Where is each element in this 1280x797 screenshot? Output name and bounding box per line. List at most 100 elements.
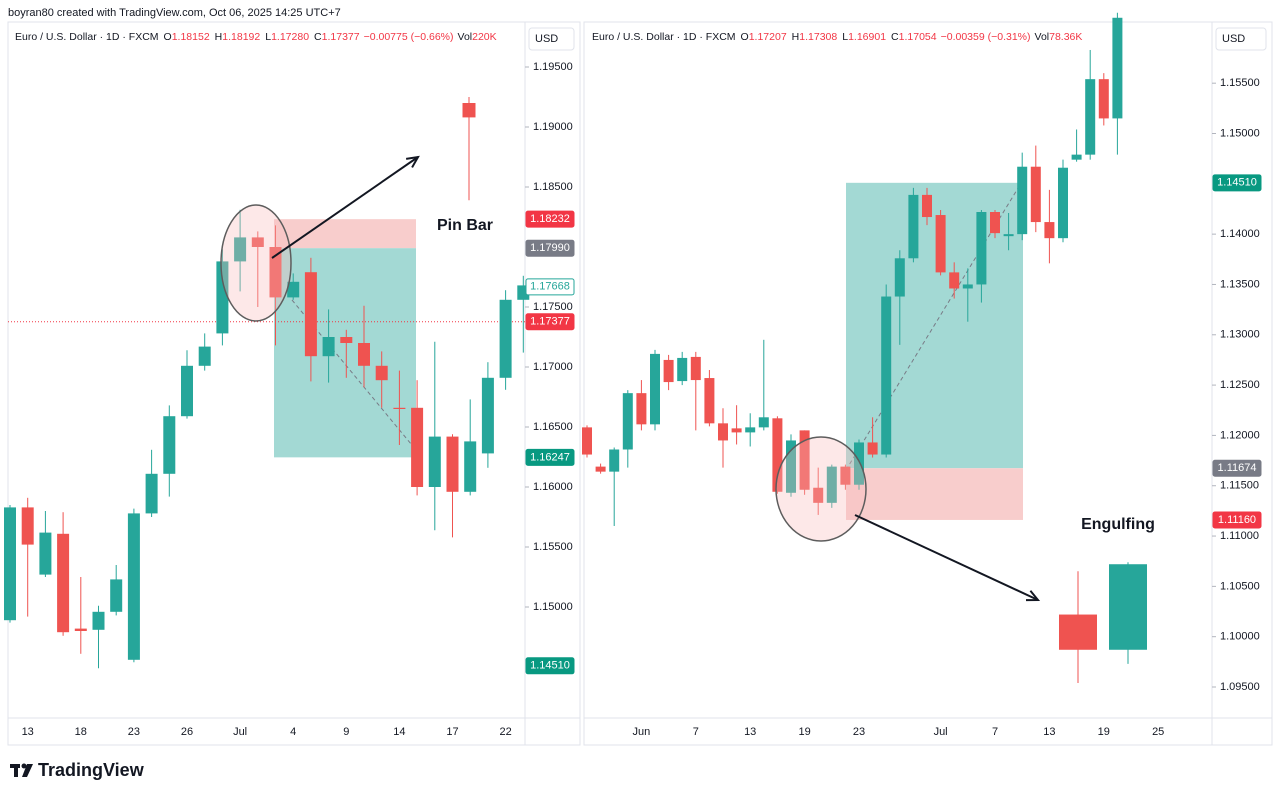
price-label: 1.17990	[530, 242, 570, 254]
candle-body	[976, 212, 987, 285]
candle-body	[609, 449, 620, 472]
y-tick-label: 1.17000	[533, 361, 573, 373]
x-tick-label: 23	[128, 726, 140, 738]
currency: USD	[535, 33, 558, 45]
y-tick-label: 1.15500	[533, 541, 573, 553]
candle-body	[1071, 154, 1082, 160]
y-tick-label: 1.12000	[1220, 429, 1260, 441]
candle-body	[922, 194, 932, 218]
x-tick-label: 13	[744, 726, 756, 738]
candle-body	[234, 237, 247, 262]
chart-header: Euro / U.S. Dollar · 1D · FXCM O1.17207 H1…	[592, 31, 1082, 43]
candle-body	[582, 427, 592, 455]
candle-body	[322, 337, 335, 357]
candle-body	[813, 487, 824, 503]
y-tick-label: 1.12500	[1220, 379, 1260, 391]
chart-title: Euro / U.S. Dollar · 1D · FXCM	[592, 31, 736, 43]
candle-body	[677, 357, 688, 382]
x-tick-label: 19	[798, 726, 810, 738]
candle-body	[1109, 564, 1147, 650]
candle-body	[840, 466, 851, 485]
candle-body	[1003, 234, 1014, 237]
legend-key: Vol	[458, 31, 473, 43]
candle-body	[358, 343, 370, 366]
chart-title: Euro / U.S. Dollar · 1D · FXCM	[15, 31, 159, 43]
candle-body	[287, 281, 300, 298]
currency: USD	[1222, 33, 1245, 45]
candle-body	[1044, 222, 1055, 239]
y-tick-label: 1.19500	[533, 61, 573, 73]
candle-body	[304, 272, 317, 357]
candle-body	[4, 507, 16, 621]
x-tick-label: 26	[181, 726, 193, 738]
price-label-box	[1212, 174, 1262, 192]
x-tick-label: 4	[290, 726, 296, 738]
highlight-circle	[220, 204, 292, 322]
chart-header: Euro / U.S. Dollar · 1D · FXCM O1.18152 H1…	[15, 31, 497, 43]
y-tick-label: 1.17500	[533, 301, 573, 313]
candle-body	[446, 436, 459, 492]
candle-body	[949, 272, 960, 289]
panel-left	[7, 21, 581, 746]
y-tick-label: 1.16500	[533, 421, 573, 433]
legend-key: H	[215, 31, 223, 43]
candle-body	[962, 284, 973, 289]
candle-body	[464, 441, 477, 492]
candle-body	[990, 212, 1000, 234]
candle-body	[92, 611, 105, 630]
arrow-head	[1025, 590, 1041, 602]
x-tick-label: 7	[693, 726, 699, 738]
candle-body	[393, 407, 406, 409]
candle-body	[867, 442, 878, 455]
legend-value: 1.18152	[172, 31, 210, 43]
legend-key: C	[314, 31, 322, 43]
legend-value: 78.36K	[1049, 31, 1082, 43]
logo-icon	[10, 763, 33, 777]
candle-body	[375, 365, 388, 381]
legend-key: O	[741, 31, 749, 43]
price-label-box	[1212, 511, 1262, 529]
y-tick-label: 1.10500	[1220, 580, 1260, 592]
price-label-box	[525, 313, 575, 331]
candle-body	[704, 378, 715, 424]
price-label: 1.16247	[530, 451, 570, 463]
candle-body	[21, 507, 34, 545]
credit: boyran80 created with TradingView.com, O…	[8, 7, 341, 19]
candle-body	[908, 194, 919, 259]
annotation: Pin Bar	[437, 217, 493, 234]
candle-body	[145, 473, 158, 514]
candle-body	[110, 579, 123, 612]
trend-dash	[291, 299, 417, 451]
highlight-circle	[775, 436, 867, 542]
x-tick-label: 9	[343, 726, 349, 738]
legend-value: 1.17308	[799, 31, 837, 43]
y-tick-label: 1.13000	[1220, 329, 1260, 341]
currency-button	[1215, 27, 1267, 51]
candle-body	[1059, 614, 1097, 650]
x-tick-label: Jul	[934, 726, 948, 738]
legend-value: 1.17280	[271, 31, 309, 43]
price-label: 1.14510	[1217, 177, 1257, 189]
candle-body	[181, 365, 193, 417]
candle-body	[411, 407, 424, 487]
x-tick-label: 19	[1098, 726, 1110, 738]
candle-body	[772, 418, 783, 492]
price-label-box	[525, 239, 575, 257]
price-label: 1.17377	[530, 316, 570, 328]
candle-body	[340, 337, 353, 343]
currency-button	[528, 27, 575, 51]
arrow-head	[405, 155, 420, 168]
candle-body	[731, 428, 742, 433]
candle-body	[636, 393, 647, 425]
legend-change: −0.00775 (−0.66%)	[364, 31, 454, 43]
x-tick-label: 23	[853, 726, 865, 738]
x-tick-label: 22	[499, 726, 511, 738]
legend-value: 220K	[472, 31, 497, 43]
candle-body	[1085, 79, 1096, 155]
candle-body	[799, 430, 810, 490]
y-tick-label: 1.10000	[1220, 631, 1260, 643]
candle-body	[39, 532, 52, 575]
x-tick-label: Jul	[233, 726, 247, 738]
x-tick-label: 18	[75, 726, 87, 738]
